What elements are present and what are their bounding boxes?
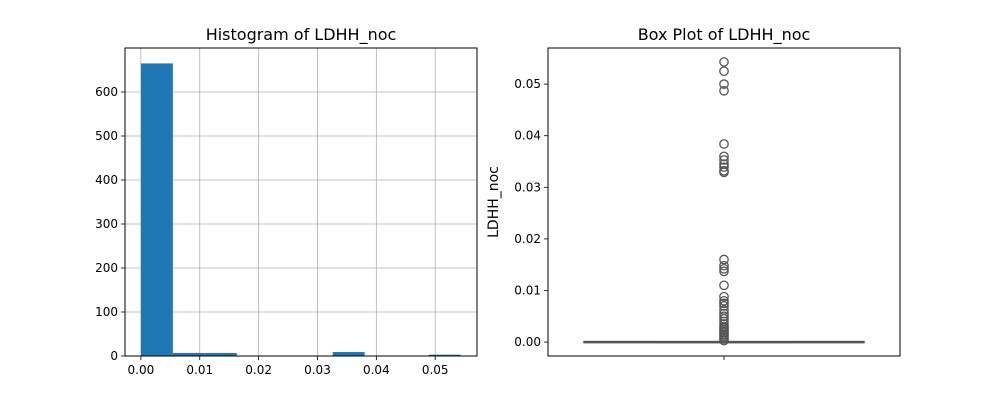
boxplot-outlier-point	[719, 254, 729, 265]
boxplot-y-tick-label: 0.03	[514, 180, 541, 194]
boxplot-outlier-point	[719, 260, 729, 271]
histogram-y-tick-label: 300	[95, 217, 118, 231]
histogram-title: Histogram of LDHH_noc	[206, 25, 397, 45]
boxplot-outlier-point	[719, 85, 729, 96]
boxplot-y-tick-label: 0.02	[514, 232, 541, 246]
boxplot-outlier-point	[719, 298, 729, 309]
histogram-x-tick-label: 0.00	[128, 363, 155, 377]
histogram-bar	[428, 354, 461, 356]
histogram-y-ticks: 0 100 200 300 400 500 600	[95, 85, 125, 363]
histogram-x-tick-label: 0.04	[363, 363, 390, 377]
histogram-bar	[204, 352, 237, 356]
boxplot-outlier-point	[719, 155, 729, 165]
boxplot-outlier-point	[719, 280, 729, 291]
histogram-x-ticks: 0.00 0.01 0.02 0.03 0.04 0.05	[128, 356, 449, 377]
histogram-bar	[140, 63, 173, 357]
boxplot-outlier-point	[719, 263, 729, 274]
boxplot-y-tick-label: 0.01	[514, 283, 541, 297]
histogram-x-tick-label: 0.05	[422, 363, 449, 377]
boxplot-outlier-point	[719, 314, 729, 324]
boxplot-outlier-point	[719, 311, 729, 322]
boxplot-outlier-point	[719, 151, 729, 162]
histogram-x-tick-label: 0.01	[186, 363, 213, 377]
boxplot-outlier-point	[719, 66, 729, 77]
histogram-y-tick-label: 0	[110, 349, 118, 363]
boxplot-outlier-point	[719, 139, 729, 149]
boxplot-y-axis-label: LDHH_noc	[486, 166, 502, 238]
boxplot-outlier-point	[719, 308, 729, 319]
boxplot-outlier-point	[719, 335, 729, 346]
histogram-bar	[172, 352, 205, 356]
boxplot-outlier-point	[719, 301, 729, 311]
histogram-bar	[332, 352, 365, 356]
histogram-bars	[140, 63, 461, 357]
histogram-grid	[125, 48, 477, 357]
boxplot-outlier-point	[719, 291, 729, 302]
boxplot-panel: 0.00 0.01 0.02 0.03 0.04 0.05 Box Plot of LDH…	[486, 25, 901, 360]
histogram-y-tick-label: 500	[95, 129, 118, 143]
histogram-x-tick-label: 0.02	[245, 363, 272, 377]
boxplot-y-ticks: 0.00 0.01 0.02 0.03 0.04 0.05	[514, 77, 548, 349]
boxplot-outlier-point	[719, 79, 729, 89]
histogram-y-tick-label: 400	[95, 173, 118, 187]
histogram-y-tick-label: 100	[95, 305, 118, 319]
boxplot-y-tick-label: 0.00	[514, 335, 541, 349]
boxplot-outlier-point	[719, 162, 729, 173]
boxplot-outlier-point	[719, 57, 729, 67]
boxplot-outlier-point	[719, 167, 729, 178]
boxplot-outlier-point	[719, 266, 729, 277]
histogram-y-tick-label: 200	[95, 261, 118, 275]
histogram-panel: 0.00 0.01 0.02 0.03 0.04 0.05 0 100 200 300 400 50…	[95, 25, 478, 377]
histogram-axes-frame	[124, 47, 478, 357]
boxplot-y-tick-label: 0.04	[514, 129, 541, 143]
boxplot-title: Box Plot of LDHH_noc	[638, 25, 811, 45]
boxplot-outliers	[719, 57, 729, 346]
histogram-x-tick-label: 0.03	[304, 363, 331, 377]
boxplot-y-tick-label: 0.05	[514, 77, 541, 91]
histogram-y-tick-label: 600	[95, 85, 118, 99]
boxplot-outlier-point	[719, 295, 729, 306]
